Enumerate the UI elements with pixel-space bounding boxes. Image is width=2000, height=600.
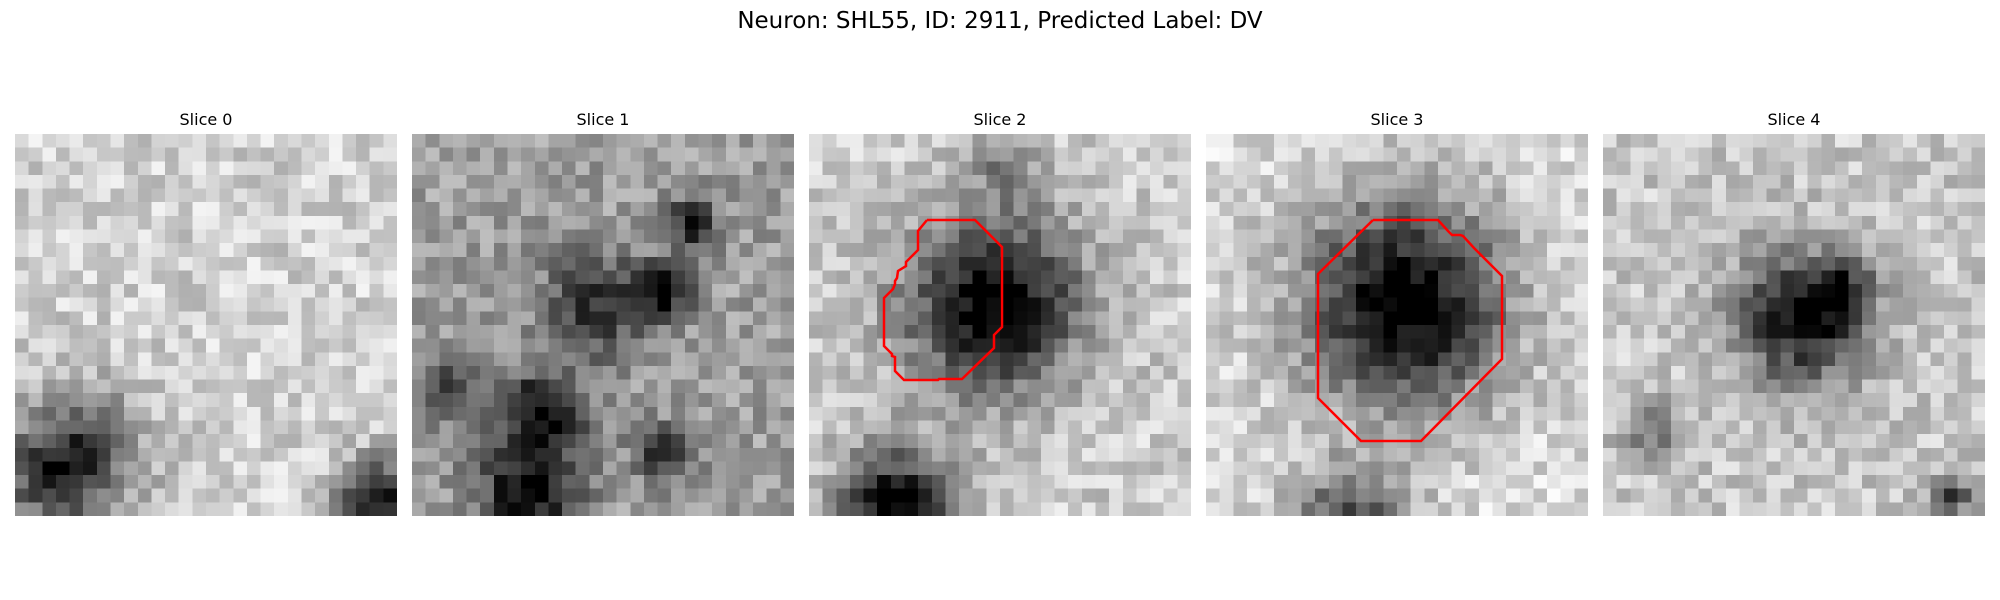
slice-image-3: [1206, 134, 1588, 516]
slice-title: Slice 3: [1370, 110, 1424, 129]
slice-panel-0: Slice 0: [15, 110, 397, 516]
microscopy-image: [412, 134, 794, 516]
slice-panel-2: Slice 2: [809, 110, 1191, 516]
microscopy-image: [15, 134, 397, 516]
slice-panel-3: Slice 3: [1206, 110, 1588, 516]
slice-image-2: [809, 134, 1191, 516]
figure-title: Neuron: SHL55, ID: 2911, Predicted Label…: [737, 8, 1263, 34]
microscopy-image: [809, 134, 1191, 516]
microscopy-image: [1206, 134, 1588, 516]
slice-panel-4: Slice 4: [1603, 110, 1985, 516]
slice-title: Slice 1: [576, 110, 630, 129]
slice-title: Slice 4: [1767, 110, 1821, 129]
slice-image-0: [15, 134, 397, 516]
slice-panel-1: Slice 1: [412, 110, 794, 516]
slice-image-1: [412, 134, 794, 516]
microscopy-image: [1603, 134, 1985, 516]
roi-contour: [1316, 218, 1504, 443]
slice-title: Slice 0: [179, 110, 233, 129]
roi-contour: [882, 218, 1004, 382]
slice-title: Slice 2: [973, 110, 1027, 129]
slice-image-4: [1603, 134, 1985, 516]
